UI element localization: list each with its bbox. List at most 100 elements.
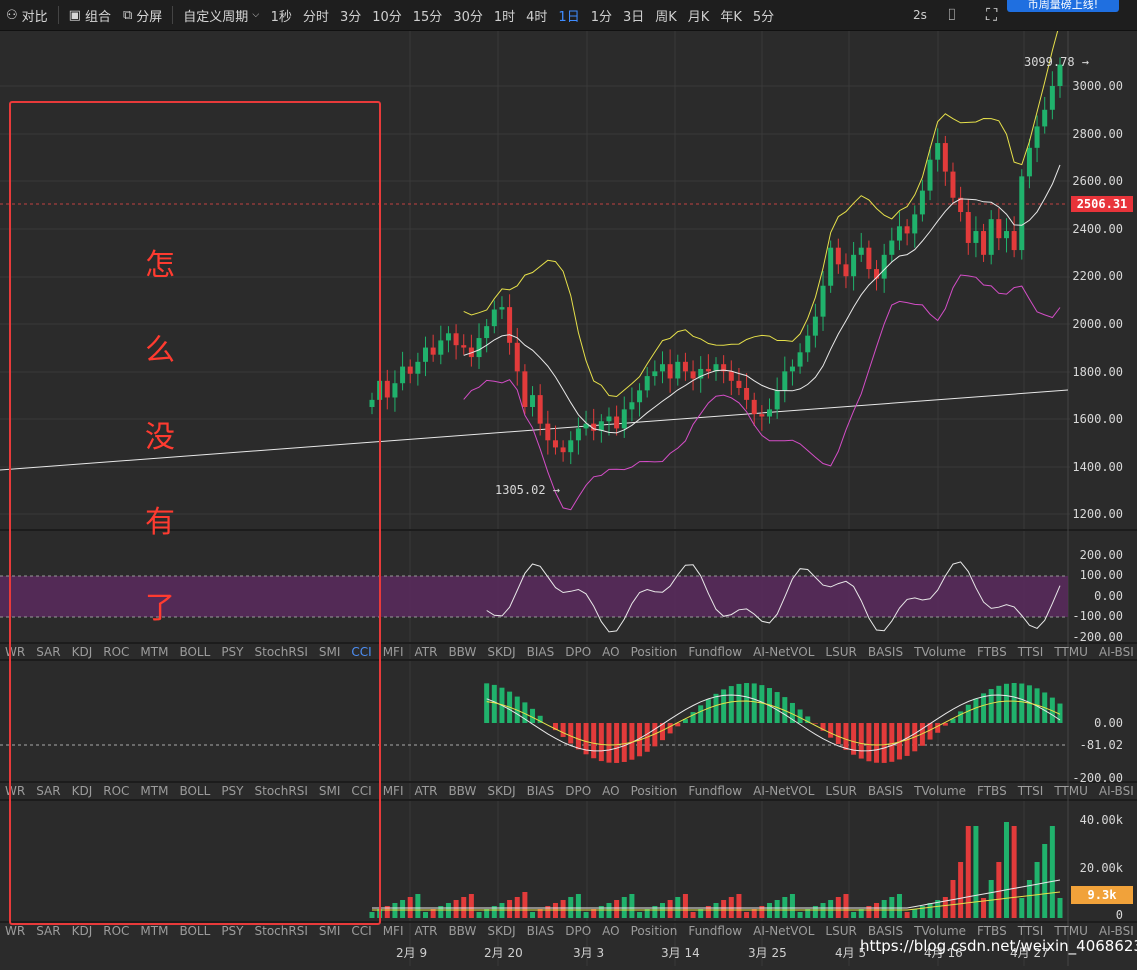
- indicator-tab[interactable]: BIAS: [527, 645, 555, 659]
- indicator-tab[interactable]: FTBS: [977, 645, 1007, 659]
- indicator-tab[interactable]: WR: [5, 924, 25, 938]
- indicator-tab[interactable]: LSUR: [825, 784, 856, 798]
- notification-banner[interactable]: 币周量磅上线!: [1007, 0, 1119, 12]
- indicator-tab[interactable]: TTMU: [1054, 784, 1088, 798]
- indicator-tab[interactable]: Position: [631, 645, 678, 659]
- indicator-tab[interactable]: TTSI: [1018, 784, 1044, 798]
- period-tab[interactable]: 1日: [553, 6, 585, 25]
- candle-body: [889, 241, 894, 255]
- indicator-tab[interactable]: BBW: [448, 924, 476, 938]
- custom-period-dropdown[interactable]: 自定义周期 ⌵: [177, 6, 265, 25]
- time-tick-label: 3月 3: [573, 944, 604, 961]
- indicator-tab[interactable]: DPO: [565, 924, 591, 938]
- indicator-tab[interactable]: BASIS: [868, 645, 903, 659]
- compare-label: 对比: [22, 6, 48, 25]
- period-tab[interactable]: 年K: [715, 6, 748, 25]
- volume-bar: [851, 912, 856, 918]
- indicator-tab[interactable]: AI-NetVOL: [753, 784, 814, 798]
- split-button[interactable]: ⧉ 分屏: [117, 6, 168, 25]
- indicator-tab[interactable]: TVolume: [914, 645, 966, 659]
- indicator-tab[interactable]: StochRSI: [255, 924, 308, 938]
- indicator-tab[interactable]: BBW: [448, 645, 476, 659]
- period-tab[interactable]: 分时: [297, 6, 334, 25]
- indicator-tab[interactable]: Fundflow: [688, 784, 742, 798]
- indicator-tab[interactable]: SMI: [319, 924, 341, 938]
- indicator-tab[interactable]: AO: [602, 924, 619, 938]
- candle-body: [859, 248, 864, 255]
- indicator-tab[interactable]: ATR: [414, 784, 437, 798]
- indicator-tab[interactable]: MTM: [140, 924, 168, 938]
- indicator-tab[interactable]: Fundflow: [688, 645, 742, 659]
- indicator-tab[interactable]: BOLL: [179, 924, 210, 938]
- indicator-tab[interactable]: AI-BSI: [1099, 645, 1134, 659]
- indicator-tab[interactable]: TTSI: [1018, 645, 1044, 659]
- candle-body: [538, 395, 543, 424]
- candle-body: [805, 336, 810, 353]
- indicator-tab[interactable]: Position: [631, 924, 678, 938]
- candle-body: [843, 264, 848, 276]
- period-tab[interactable]: 1时: [488, 6, 520, 25]
- indicator-tab[interactable]: AO: [602, 784, 619, 798]
- indicator-tab[interactable]: TVolume: [914, 924, 966, 938]
- period-tab[interactable]: 30分: [448, 6, 489, 25]
- period-tab[interactable]: 周K: [650, 6, 683, 25]
- period-tab[interactable]: 5分: [747, 6, 779, 25]
- period-tab[interactable]: 15分: [407, 6, 448, 25]
- indicator-tab[interactable]: Position: [631, 784, 678, 798]
- period-tab[interactable]: 3分: [334, 6, 366, 25]
- indicator-tab[interactable]: ROC: [103, 924, 129, 938]
- period-tab[interactable]: 月K: [682, 6, 715, 25]
- indicator-tab[interactable]: CCI: [351, 924, 371, 938]
- period-tab[interactable]: 1秒: [265, 6, 297, 25]
- indicator-tab[interactable]: PSY: [221, 924, 243, 938]
- time-tick-label: 2月 9: [396, 944, 427, 961]
- indicator-tab[interactable]: TTMU: [1054, 924, 1088, 938]
- indicator-tab[interactable]: AI-NetVOL: [753, 924, 814, 938]
- candle-body: [438, 340, 443, 354]
- fullscreen-icon[interactable]: ⛶: [986, 0, 997, 30]
- indicator-tab[interactable]: SKDJ: [487, 924, 515, 938]
- indicator-tab[interactable]: FTBS: [977, 784, 1007, 798]
- indicator-tab[interactable]: MFI: [383, 784, 404, 798]
- indicator-tab[interactable]: TTSI: [1018, 924, 1044, 938]
- camera-icon[interactable]: ⌷: [947, 0, 957, 30]
- indicator-tab[interactable]: AO: [602, 645, 619, 659]
- indicator-tab[interactable]: BBW: [448, 784, 476, 798]
- indicator-tab[interactable]: DPO: [565, 784, 591, 798]
- candle-body: [492, 310, 497, 327]
- indicator-tab[interactable]: TTMU: [1054, 645, 1088, 659]
- indicator-tab[interactable]: SKDJ: [487, 784, 515, 798]
- period-tab[interactable]: 1分: [585, 6, 617, 25]
- indicator-tab[interactable]: AI-BSI: [1099, 784, 1134, 798]
- macd-bar: [668, 723, 673, 733]
- candle-body: [599, 421, 604, 431]
- candle-body: [729, 371, 734, 381]
- indicator-tab[interactable]: Fundflow: [688, 924, 742, 938]
- indicator-tab[interactable]: KDJ: [72, 924, 93, 938]
- indicator-tab[interactable]: FTBS: [977, 924, 1007, 938]
- indicator-tab[interactable]: BIAS: [527, 924, 555, 938]
- compare-button[interactable]: ⚇ 对比: [0, 6, 54, 25]
- indicator-tab[interactable]: MFI: [383, 645, 404, 659]
- indicator-tab[interactable]: BASIS: [868, 784, 903, 798]
- indicator-tab[interactable]: AI-BSI: [1099, 924, 1134, 938]
- indicator-tab[interactable]: SKDJ: [487, 645, 515, 659]
- indicator-tab[interactable]: AI-NetVOL: [753, 645, 814, 659]
- indicator-tab[interactable]: MFI: [383, 924, 404, 938]
- volume-bar: [507, 900, 512, 918]
- macd-bar: [484, 683, 489, 723]
- period-tab[interactable]: 10分: [367, 6, 408, 25]
- indicator-tab[interactable]: LSUR: [825, 924, 856, 938]
- indicator-tab[interactable]: BASIS: [868, 924, 903, 938]
- indicator-tab[interactable]: DPO: [565, 645, 591, 659]
- indicator-tab[interactable]: TVolume: [914, 784, 966, 798]
- combo-button[interactable]: ▣ 组合: [63, 6, 117, 25]
- period-tab[interactable]: 4时: [521, 6, 553, 25]
- indicator-tab[interactable]: LSUR: [825, 645, 856, 659]
- indicator-tab[interactable]: BIAS: [527, 784, 555, 798]
- indicator-tab[interactable]: ATR: [414, 924, 437, 938]
- period-tab[interactable]: 3日: [617, 6, 649, 25]
- indicator-tab[interactable]: ATR: [414, 645, 437, 659]
- refresh-interval[interactable]: 2s: [913, 0, 927, 30]
- indicator-tab[interactable]: SAR: [36, 924, 60, 938]
